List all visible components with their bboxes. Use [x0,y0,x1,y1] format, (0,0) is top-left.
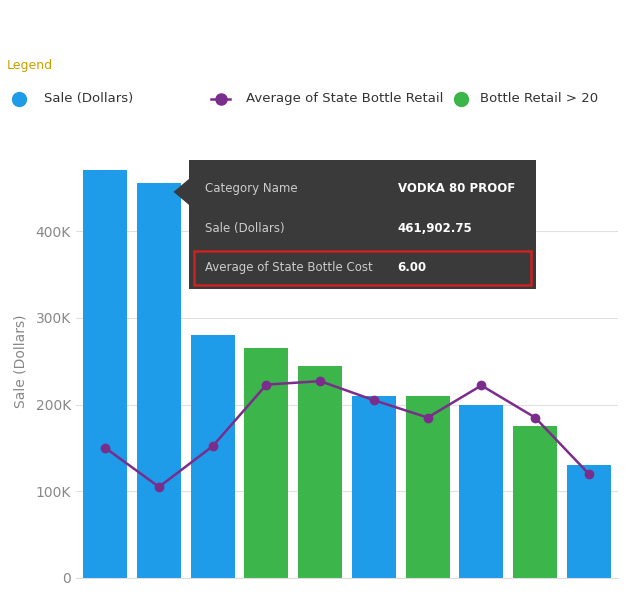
Bar [244,348,288,578]
Text: VODKA 80 PROOF: VODKA 80 PROOF [398,182,515,196]
Text: 461,902.75: 461,902.75 [398,222,472,235]
Text: 6.00: 6.00 [398,261,427,274]
Y-axis label: Sale (Dollars): Sale (Dollars) [13,314,27,408]
Bar [513,426,557,578]
Bar [298,365,342,578]
Bar [137,184,181,578]
Text: Average of State Bottle Retail: Average of State Bottle Retail [246,92,444,105]
Text: Category Name: Category Name [205,182,298,196]
Bar [459,405,504,578]
Text: Legend: Legend [6,59,52,72]
Text: Sale (Dollars): Sale (Dollars) [44,92,133,105]
Bar [191,335,235,578]
Bar [567,465,611,578]
Text: Bottle Retail > 20: Bottle Retail > 20 [480,92,598,105]
Bar [406,396,450,578]
Text: Sale (Dollars): Sale (Dollars) [205,222,285,235]
Text: Average of State Bottle Cost: Average of State Bottle Cost [205,261,373,274]
Bar [352,396,396,578]
Bar [83,170,127,578]
